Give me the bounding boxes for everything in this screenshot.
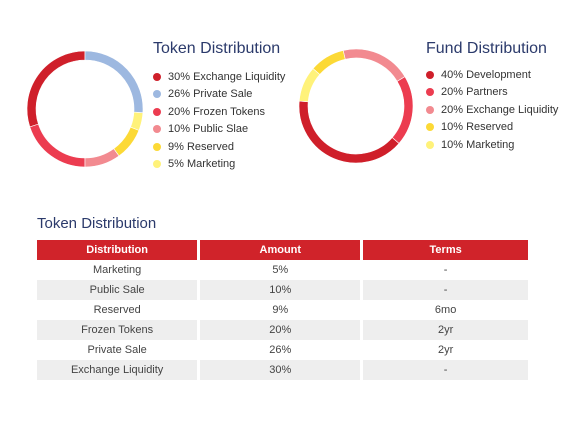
donut-slice [84,50,144,113]
legend-item: 30% Exchange Liquidity [153,68,285,86]
header-amount: Amount [200,240,361,260]
legend-label: 10% Marketing [441,138,515,151]
token-distribution-legend: 30% Exchange Liquidity 26% Private Sale 20… [153,68,285,173]
table-title: Token Distribution [37,215,157,232]
cell-terms: - [443,264,448,276]
cell-amount: 20% [200,320,361,340]
legend-label: 30% Exchange Liquidity [168,70,286,83]
legend-swatch [426,140,434,149]
legend-label: 20% Partners [441,86,508,99]
legend-swatch [153,90,161,99]
legend-label: 26% Private Sale [168,88,253,101]
table-row: Exchange Liquidity 30% - [37,360,528,380]
legend-item: 10% Reserved [426,119,558,137]
cell-terms: 6mo [434,304,457,316]
legend-label: 5% Marketing [168,158,236,171]
donut-slice [84,148,120,168]
table-row: Private Sale 26% 2yr [37,340,528,360]
donut-slice [312,50,346,75]
cell-distribution: Private Sale [87,344,147,356]
cell-amount: 30% [200,360,361,380]
legend-label: 40% Development [441,68,531,81]
header-distribution: Distribution [37,240,198,260]
cell-distribution: Frozen Tokens [37,320,198,340]
fund-distribution-title: Fund Distribution [426,40,547,57]
legend-swatch [153,160,161,169]
table-header-row: Distribution Amount Terms [37,240,528,260]
donut-slice [298,68,321,103]
legend-item: 10% Marketing [426,136,558,154]
donut-slice [298,100,400,164]
donut-slice [130,111,144,131]
cell-amount: 9% [272,304,289,316]
legend-item: 20% Frozen Tokens [153,103,285,121]
legend-label: 10% Reserved [441,121,514,134]
cell-amount: 26% [269,344,292,356]
table-row: Reserved 9% 6mo [37,300,528,320]
legend-item: 26% Private Sale [153,86,285,104]
legend-swatch [153,142,161,151]
cell-distribution: Exchange Liquidity [37,360,198,380]
cell-distribution: Reserved [93,304,141,316]
legend-swatch [426,105,434,114]
legend-swatch [426,70,434,79]
legend-label: 20% Frozen Tokens [168,105,266,118]
token-distribution-chart: Token Distribution 30% Exchange Liquidit… [0,0,290,190]
legend-swatch [153,72,161,81]
legend-item: 20% Partners [426,84,558,102]
legend-label: 20% Exchange Liquidity [441,103,559,116]
cell-distribution: Public Sale [37,280,198,300]
cell-terms: - [363,360,528,380]
legend-swatch [153,107,161,116]
legend-item: 40% Development [426,66,558,84]
legend-item: 9% Reserved [153,138,285,156]
table-row: Marketing 5% - [37,260,528,280]
donut-slice [29,123,86,168]
token-distribution-donut [26,50,144,168]
legend-swatch [153,125,161,134]
legend-label: 10% Public Slae [168,123,249,136]
cell-distribution: Marketing [93,264,142,276]
cell-terms: 2yr [437,344,454,356]
table-row: Frozen Tokens 20% 2yr [37,320,528,340]
donut-slice [391,76,414,144]
fund-distribution-donut [298,48,414,164]
donut-slice [342,48,406,82]
header-terms: Terms [363,240,528,260]
cell-terms: 2yr [363,320,528,340]
legend-swatch [426,88,434,97]
legend-item: 10% Public Slae [153,121,285,139]
fund-distribution-legend: 40% Development 20% Partners 20% Exchange … [426,66,558,154]
donut-slice [26,50,86,128]
token-distribution-table: Distribution Amount Terms Marketing 5% -… [34,240,531,380]
token-distribution-title: Token Distribution [153,40,281,57]
fund-distribution-chart: Fund Distribution 40% Development 20% Par… [290,0,576,190]
cell-terms: - [363,280,528,300]
legend-item: 5% Marketing [153,156,285,174]
legend-swatch [426,123,434,132]
cell-amount: 10% [200,280,361,300]
cell-amount: 5% [272,264,289,276]
legend-label: 9% Reserved [168,140,235,153]
table-row: Public Sale 10% - [37,280,528,300]
donut-slice [113,126,140,157]
legend-item: 20% Exchange Liquidity [426,101,558,119]
